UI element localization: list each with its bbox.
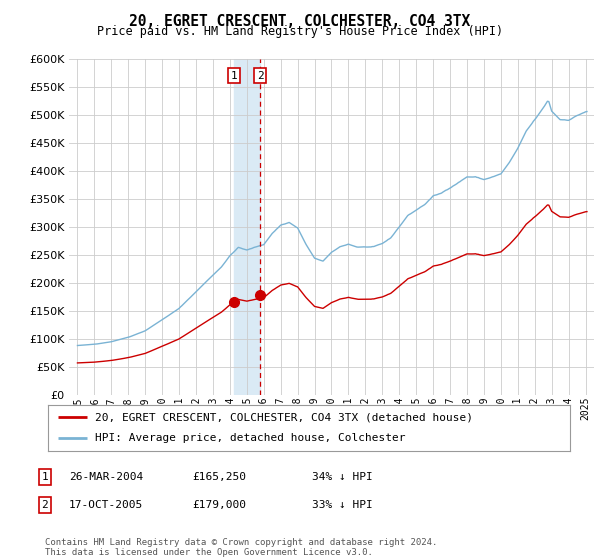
Bar (234, 59, 260, 395)
Text: Price paid vs. HM Land Registry's House Price Index (HPI): Price paid vs. HM Land Registry's House … (97, 25, 503, 38)
Text: 1: 1 (230, 71, 237, 81)
Text: 34% ↓ HPI: 34% ↓ HPI (312, 472, 373, 482)
Text: 33% ↓ HPI: 33% ↓ HPI (312, 500, 373, 510)
Text: 20, EGRET CRESCENT, COLCHESTER, CO4 3TX: 20, EGRET CRESCENT, COLCHESTER, CO4 3TX (130, 14, 470, 29)
Text: £165,250: £165,250 (192, 472, 246, 482)
Text: 2: 2 (41, 500, 49, 510)
Text: £179,000: £179,000 (192, 500, 246, 510)
Text: HPI: Average price, detached house, Colchester: HPI: Average price, detached house, Colc… (95, 433, 406, 444)
Text: 2: 2 (257, 71, 263, 81)
Text: 26-MAR-2004: 26-MAR-2004 (69, 472, 143, 482)
Text: 20, EGRET CRESCENT, COLCHESTER, CO4 3TX (detached house): 20, EGRET CRESCENT, COLCHESTER, CO4 3TX … (95, 412, 473, 422)
Text: Contains HM Land Registry data © Crown copyright and database right 2024.
This d: Contains HM Land Registry data © Crown c… (45, 538, 437, 557)
Text: 17-OCT-2005: 17-OCT-2005 (69, 500, 143, 510)
Text: 1: 1 (41, 472, 49, 482)
